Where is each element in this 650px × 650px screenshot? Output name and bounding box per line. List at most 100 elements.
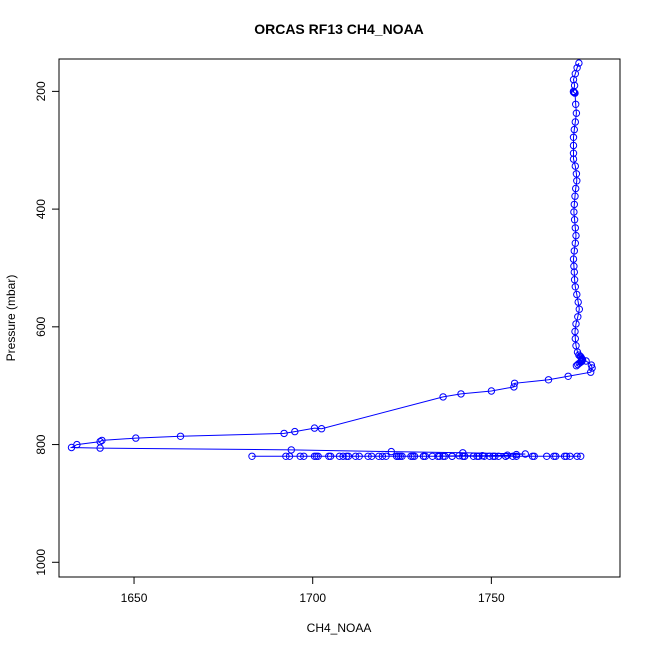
data-point — [280, 429, 288, 438]
data-point — [291, 427, 299, 436]
x-axis: 1650 1700 1750 — [121, 577, 505, 605]
data-point — [98, 436, 106, 445]
data-point — [342, 452, 351, 460]
data-point — [572, 109, 581, 117]
data-point — [387, 447, 395, 456]
data-point — [448, 452, 456, 460]
y-tick-label: 800 — [34, 434, 48, 454]
data-point — [528, 452, 537, 460]
data-point — [503, 451, 512, 459]
y-tick-label: 600 — [34, 316, 48, 336]
data-point — [407, 452, 415, 460]
data-point — [566, 452, 574, 460]
data-point — [485, 452, 494, 460]
data-point — [248, 452, 256, 460]
data-point — [573, 452, 581, 460]
data-point — [475, 452, 483, 460]
data-point — [570, 125, 578, 134]
data-point — [512, 452, 521, 460]
data-point — [382, 452, 390, 460]
data-point — [571, 224, 579, 232]
data-point — [419, 452, 428, 460]
data-point — [572, 231, 580, 240]
data-point — [574, 313, 582, 321]
data-point — [335, 452, 344, 460]
series-line — [69, 62, 593, 457]
data-point — [510, 383, 518, 391]
data-point — [564, 372, 572, 380]
data-point — [582, 357, 590, 365]
data-point — [96, 444, 104, 452]
data-point — [176, 432, 185, 440]
data-point — [574, 360, 582, 369]
data-point — [569, 141, 578, 150]
data-point — [396, 452, 404, 460]
data-point — [459, 452, 467, 460]
data-point — [457, 390, 465, 398]
x-tick-label: 1650 — [121, 591, 148, 605]
data-point — [588, 364, 596, 372]
data-point — [570, 276, 579, 284]
data-point — [285, 452, 294, 460]
data-point — [502, 452, 510, 460]
y-axis: 200 400 600 800 1000 — [34, 81, 59, 576]
data-point — [310, 424, 319, 432]
data-point — [368, 452, 376, 460]
data-point — [314, 452, 322, 460]
data-point — [494, 452, 503, 460]
data-point — [587, 361, 596, 369]
data-point — [569, 155, 578, 163]
data-point — [573, 290, 581, 299]
data-point — [560, 452, 569, 460]
data-point — [326, 452, 335, 460]
data-point — [575, 305, 583, 313]
y-tick-label: 400 — [34, 199, 48, 219]
y-tick-label: 200 — [34, 81, 48, 101]
x-tick-label: 1700 — [299, 591, 326, 605]
data-point — [570, 200, 578, 209]
chart-title: ORCAS RF13 CH4_NOAA — [254, 21, 424, 37]
data-point — [441, 452, 449, 460]
data-point — [572, 320, 580, 328]
data-point — [375, 452, 383, 460]
data-point — [132, 434, 140, 442]
data-point — [571, 283, 579, 291]
data-point — [587, 368, 595, 376]
data-point — [489, 452, 497, 460]
data-point — [574, 298, 582, 306]
data-point — [455, 452, 463, 460]
data-point — [569, 133, 578, 142]
data-point — [569, 255, 578, 263]
data-point — [572, 170, 581, 178]
data-point — [572, 184, 580, 193]
data-point — [480, 452, 488, 460]
data-point — [378, 452, 387, 460]
data-point — [544, 376, 553, 384]
data-point — [67, 443, 76, 452]
data-point — [571, 327, 579, 336]
data-point — [571, 239, 579, 247]
data-point — [355, 452, 363, 460]
y-axis-label: Pressure (mbar) — [4, 275, 18, 362]
data-point — [572, 100, 580, 109]
data-point — [571, 334, 579, 343]
data-point — [573, 177, 581, 185]
plot-frame — [58, 58, 621, 578]
data-point — [439, 393, 447, 401]
data-point — [510, 379, 519, 387]
data-point — [351, 452, 360, 460]
y-tick-label: 1000 — [34, 549, 48, 576]
data-point — [282, 452, 290, 460]
data-point — [509, 452, 517, 460]
data-point — [570, 216, 579, 224]
data-point — [570, 268, 578, 276]
data-point — [543, 452, 551, 460]
data-point — [393, 452, 401, 460]
x-tick-label: 1750 — [478, 591, 505, 605]
data-point — [569, 88, 578, 96]
data-point — [487, 387, 496, 395]
data-point — [428, 452, 437, 460]
data-point — [435, 452, 444, 460]
data-point — [364, 452, 372, 460]
